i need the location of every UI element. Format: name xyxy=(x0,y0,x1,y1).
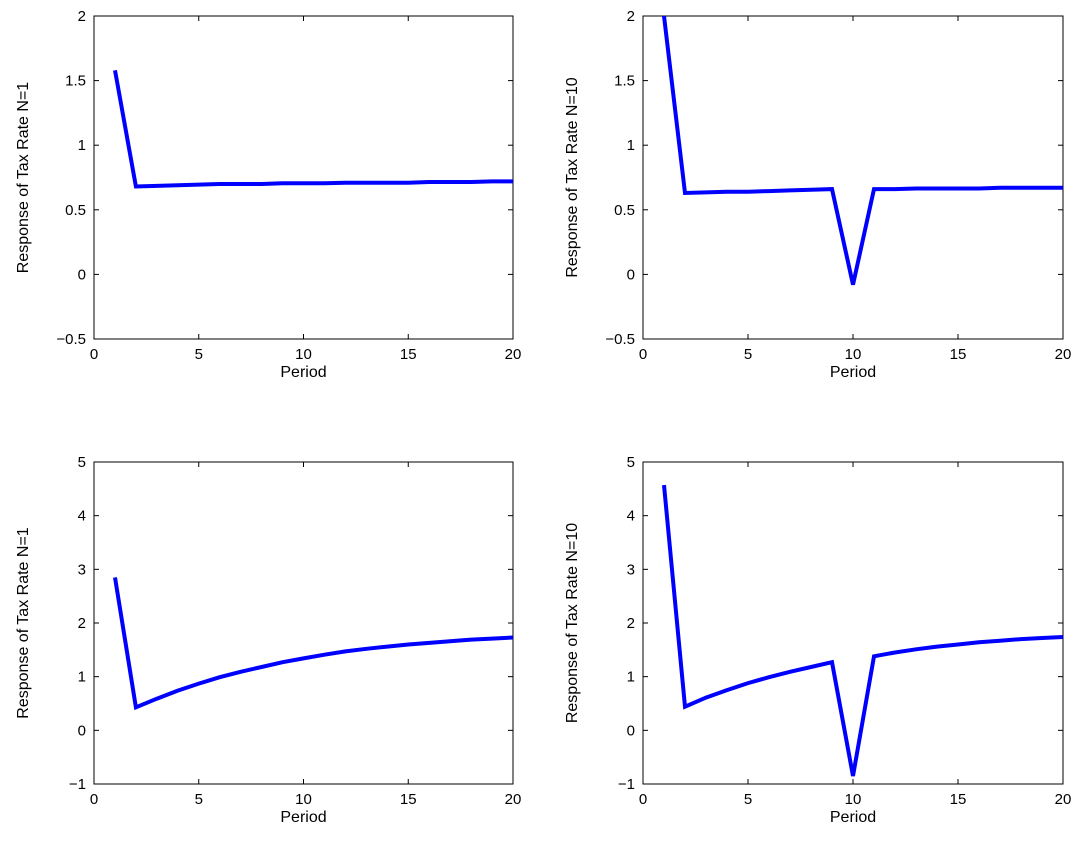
x-tick-label: 0 xyxy=(639,791,647,808)
y-tick-label: 0 xyxy=(78,722,86,739)
y-axis-label: Response of Tax Rate N=1 xyxy=(15,527,32,718)
x-axis-label: Period xyxy=(830,809,876,826)
x-tick-label: 15 xyxy=(400,791,417,808)
x-axis-label: Period xyxy=(830,364,876,381)
x-tick-label: 0 xyxy=(90,791,98,808)
y-tick-label: 1.5 xyxy=(65,73,86,90)
y-tick-label: 2 xyxy=(78,8,86,25)
y-tick-label: 0 xyxy=(627,722,635,739)
y-tick-label: −0.5 xyxy=(605,331,635,348)
x-tick-label: 20 xyxy=(1055,791,1072,808)
y-tick-label: −1 xyxy=(618,776,635,793)
y-axis-label: Response of Tax Rate N=10 xyxy=(564,523,581,723)
y-tick-label: 0.5 xyxy=(614,202,635,219)
y-tick-label: 4 xyxy=(78,508,86,525)
plot-area-frame xyxy=(642,15,1064,340)
y-tick-label: 2 xyxy=(627,615,635,632)
y-tick-label: 3 xyxy=(627,561,635,578)
x-tick-label: 20 xyxy=(505,791,522,808)
x-tick-label: 5 xyxy=(195,791,203,808)
y-tick-label: 1 xyxy=(78,669,86,686)
x-tick-label: 20 xyxy=(505,346,522,363)
x-tick-label: 10 xyxy=(295,791,312,808)
y-tick-label: 1 xyxy=(78,137,86,154)
x-tick-label: 10 xyxy=(845,346,862,363)
plot-area-frame xyxy=(93,461,514,785)
y-tick-label: 5 xyxy=(78,454,86,471)
x-tick-label: 5 xyxy=(195,346,203,363)
series-line xyxy=(662,15,1063,286)
y-tick-label: 4 xyxy=(627,508,635,525)
y-tick-label: 5 xyxy=(627,454,635,471)
x-tick-label: 0 xyxy=(90,346,98,363)
x-tick-label: 10 xyxy=(845,791,862,808)
y-tick-label: 1 xyxy=(627,669,635,686)
x-tick-label: 0 xyxy=(639,346,647,363)
x-tick-label: 15 xyxy=(400,346,417,363)
x-tick-label: 15 xyxy=(950,791,967,808)
y-tick-label: 0 xyxy=(78,266,86,283)
x-tick-label: 5 xyxy=(744,791,752,808)
plot-area-frame xyxy=(642,461,1064,785)
y-tick-label: −1 xyxy=(69,776,86,793)
x-tick-label: 20 xyxy=(1055,346,1072,363)
y-tick-label: −0.5 xyxy=(56,331,86,348)
y-tick-label: 0.5 xyxy=(65,202,86,219)
y-axis-label: Response of Tax Rate N=10 xyxy=(564,77,581,277)
series-line xyxy=(113,69,513,189)
y-tick-label: 1 xyxy=(627,137,635,154)
x-tick-label: 15 xyxy=(950,346,967,363)
x-tick-label: 5 xyxy=(744,346,752,363)
plot-area-frame xyxy=(93,15,514,340)
y-axis-label: Response of Tax Rate N=1 xyxy=(15,82,32,273)
x-axis-label: Period xyxy=(280,364,326,381)
y-tick-label: 2 xyxy=(78,615,86,632)
series-line xyxy=(113,577,513,711)
y-tick-label: 3 xyxy=(78,561,86,578)
y-tick-label: 0 xyxy=(627,266,635,283)
x-tick-label: 10 xyxy=(295,346,312,363)
y-tick-label: 2 xyxy=(627,8,635,25)
x-axis-label: Period xyxy=(280,809,326,826)
series-line xyxy=(662,484,1063,777)
y-tick-label: 1.5 xyxy=(614,73,635,90)
